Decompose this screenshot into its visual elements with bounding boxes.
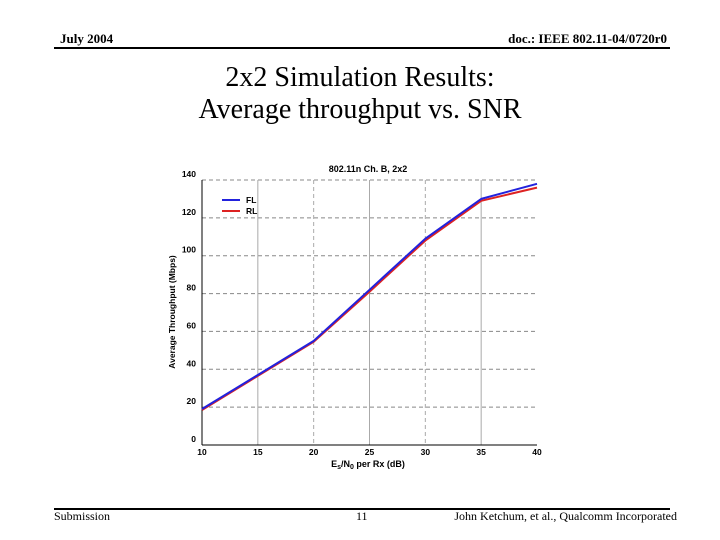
slide-title-line1: 2x2 Simulation Results:	[225, 62, 495, 93]
x-tick-label-15: 15	[253, 447, 263, 457]
y-tick-label-100: 100	[182, 245, 196, 255]
x-tick-label-10: 10	[197, 447, 207, 457]
x-axis-label-n: /N	[341, 459, 350, 469]
x-tick-label-30: 30	[421, 447, 431, 457]
series-lines	[201, 182, 538, 411]
y-axis-label: Average Throughput (Mbps)	[167, 255, 177, 369]
series-line-fl	[201, 182, 538, 410]
x-tick-label-40: 40	[532, 447, 542, 457]
header-rule	[54, 47, 670, 49]
throughput-chart: 0 20 40 60 80 100 120 140 10 15 20 25 30 35 40 802.11n…	[167, 164, 542, 471]
legend-label-rl: RL	[246, 206, 257, 216]
grid	[202, 179, 537, 445]
x-axis-label-e: E	[331, 459, 337, 469]
footer-submission: Submission	[54, 509, 111, 523]
x-tick-label-25: 25	[365, 447, 375, 457]
y-tick-label-80: 80	[187, 283, 197, 293]
header-doc-id: doc.: IEEE 802.11-04/0720r0	[508, 31, 667, 46]
x-axis-label-sub-s: s	[337, 464, 341, 471]
footer-author: John Ketchum, et al., Qualcomm Incorpora…	[454, 509, 677, 523]
footer-page-number: 11	[356, 509, 368, 523]
chart-title: 802.11n Ch. B, 2x2	[329, 164, 408, 174]
y-tick-label-40: 40	[187, 358, 197, 368]
tick-labels: 0 20 40 60 80 100 120 140 10 15 20 25 30 35 40	[182, 169, 542, 457]
x-axis-label-tail: per Rx (dB)	[354, 459, 405, 469]
footer-rule	[54, 508, 670, 510]
y-tick-label-120: 120	[182, 207, 196, 217]
header-date: July 2004	[60, 31, 114, 46]
y-tick-label-60: 60	[187, 320, 197, 330]
slide-title: 2x2 Simulation Results: Average throughp…	[0, 62, 720, 126]
legend-label-fl: FL	[246, 195, 256, 205]
y-tick-label-140: 140	[182, 169, 196, 179]
x-tick-label-20: 20	[309, 447, 319, 457]
slide-title-line2: Average throughput vs. SNR	[198, 94, 522, 125]
x-tick-label-35: 35	[476, 447, 486, 457]
x-axis-label: Es/N0 per Rx (dB)	[331, 459, 405, 471]
y-tick-label-20: 20	[187, 396, 197, 406]
x-axis-label-sub-0: 0	[350, 464, 354, 471]
y-tick-label-0: 0	[191, 434, 196, 444]
